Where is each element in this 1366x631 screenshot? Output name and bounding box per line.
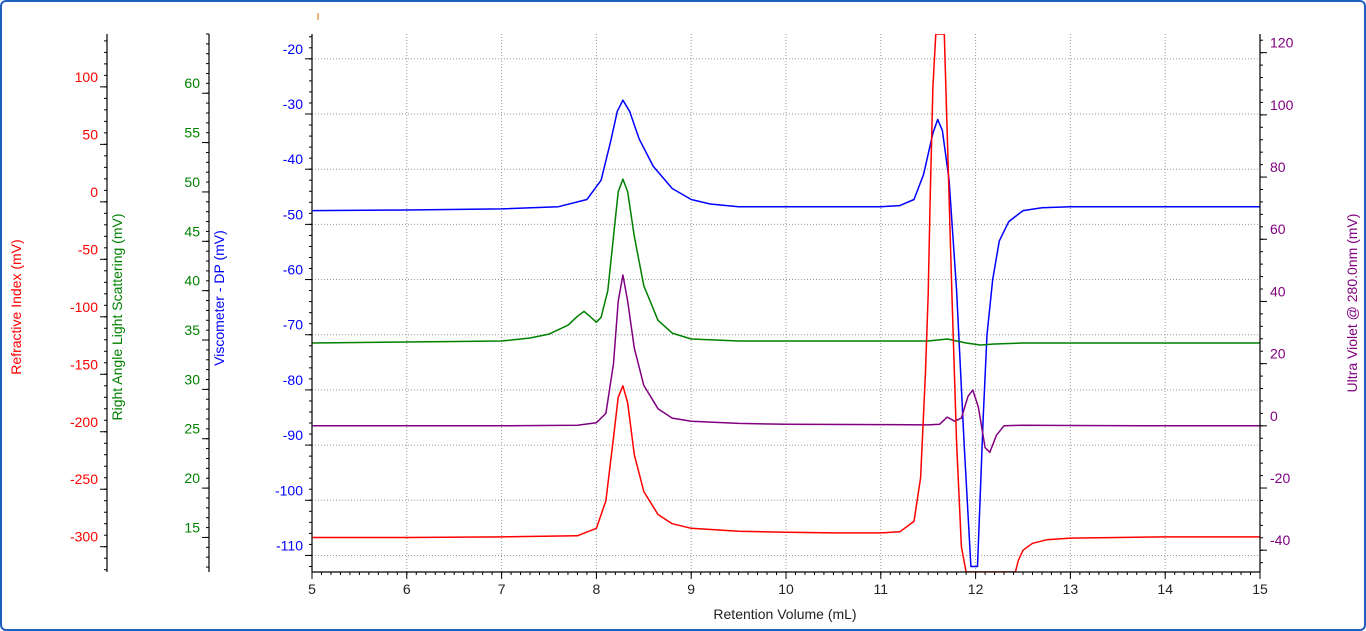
ultra-violet-axis-title: Ultra Violet @ 280.0nm (mV)	[1344, 214, 1360, 393]
x-tick-label: 11	[874, 581, 889, 597]
viscometer-tick-label: -20	[283, 41, 303, 57]
grid	[312, 34, 1260, 572]
right-angle-light-scattering-tick-label: 20	[184, 470, 200, 486]
ultra-violet-tick-label: 120	[1270, 35, 1294, 51]
refractive-index-tick-label: -250	[70, 471, 98, 487]
x-tick-label: 15	[1252, 581, 1268, 597]
ultra-violet-tick-label: 40	[1270, 283, 1286, 299]
x-tick-label: 8	[593, 581, 601, 597]
ultra-violet-tick-label: 60	[1270, 221, 1286, 237]
right-angle-light-scattering-tick-label: 35	[184, 322, 200, 338]
x-tick-label: 6	[403, 581, 411, 597]
refractive-index-series-line	[312, 34, 1260, 572]
viscometer-series-line	[312, 99, 1260, 568]
x-tick-label: 12	[968, 581, 984, 597]
right-angle-light-scattering-tick-label: 30	[184, 371, 200, 387]
x-tick-label: 14	[1157, 581, 1173, 597]
right-angle-light-scattering-tick-label: 40	[184, 273, 200, 289]
refractive-index-tick-label: 100	[75, 69, 99, 85]
viscometer-axis-title: Viscometer - DP (mV)	[211, 230, 227, 366]
viscometer-tick-label: -80	[283, 372, 303, 388]
viscometer-tick-label: -110	[276, 537, 303, 553]
ultra-violet-series-line	[312, 274, 1260, 454]
x-tick-label: 9	[687, 581, 695, 597]
ultra-violet-tick-label: -20	[1270, 470, 1290, 486]
ultra-violet-tick-label: 100	[1270, 97, 1294, 113]
right-angle-light-scattering-tick-label: 50	[184, 174, 200, 190]
x-axis-title: Retention Volume (mL)	[713, 606, 856, 622]
light-scattering-axis-title: Right Angle Light Scattering (mV)	[109, 214, 125, 421]
axes: 5 6 7 8 9 10 11 12 13 14 15100500-50-100-150-200-2…	[70, 13, 1294, 597]
right-angle-light-scattering-tick-label: 45	[184, 223, 200, 239]
ultra-violet-tick-label: -40	[1270, 532, 1290, 548]
x-tick-label: 10	[778, 581, 794, 597]
x-tick-label: 5	[308, 581, 316, 597]
viscometer-tick-label: -40	[283, 151, 303, 167]
right-angle-light-scattering-tick-label: 60	[184, 75, 200, 91]
x-tick-label: 13	[1063, 581, 1079, 597]
refractive-index-tick-label: -50	[78, 241, 98, 257]
viscometer-tick-label: -90	[283, 427, 303, 443]
ultra-violet-tick-label: 0	[1270, 408, 1278, 424]
ultra-violet-tick-label: 20	[1270, 346, 1286, 362]
viscometer-tick-label: -50	[283, 206, 303, 222]
x-tick-label: 7	[498, 581, 506, 597]
right-angle-light-scattering-tick-label: 15	[184, 519, 200, 535]
refractive-index-tick-label: -300	[70, 529, 98, 545]
viscometer-tick-label: -100	[275, 482, 303, 498]
viscometer-tick-label: -60	[283, 262, 303, 278]
refractive-index-tick-label: -150	[70, 356, 98, 372]
right-angle-light-scattering-series-line	[312, 178, 1260, 346]
refractive-index-tick-label: -100	[70, 299, 98, 315]
viscometer-tick-label: -30	[283, 96, 303, 112]
series-layer	[312, 34, 1260, 572]
viscometer-tick-label: -70	[283, 317, 303, 333]
right-angle-light-scattering-tick-label: 25	[184, 421, 200, 437]
ultra-violet-tick-label: 80	[1270, 159, 1286, 175]
refractive-index-axis-title: Refractive Index (mV)	[8, 239, 24, 374]
right-angle-light-scattering-tick-label: 55	[184, 125, 200, 141]
refractive-index-tick-label: 0	[90, 184, 98, 200]
refractive-index-tick-label: -200	[70, 414, 98, 430]
refractive-index-tick-label: 50	[82, 126, 98, 142]
